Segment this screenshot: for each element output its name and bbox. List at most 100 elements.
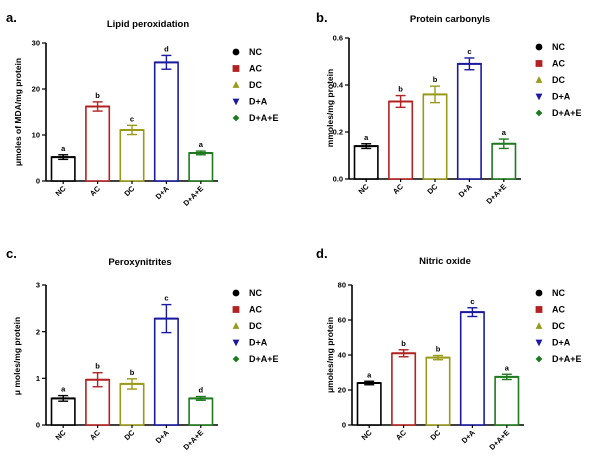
x-tick-label: D+A+E <box>181 428 205 452</box>
legend-label: AC <box>249 305 262 315</box>
chart-panel-2: b. Protein carbonyls mmoles/mg protein 0.0 0… <box>316 10 582 206</box>
bar-NC <box>356 382 382 426</box>
legend-marker-D+A <box>232 98 240 106</box>
legend-label: NC <box>552 42 565 52</box>
legend-marker-DC <box>232 81 240 88</box>
significance-label: a <box>61 385 66 394</box>
legend-marker-D+A+E <box>232 114 240 122</box>
bar-NC <box>353 145 379 180</box>
legend-marker-NC <box>535 289 543 297</box>
significance-label: c <box>470 297 474 306</box>
bar-DC <box>119 129 145 182</box>
y-tick-label: 20 <box>338 386 346 395</box>
bar-NC <box>50 156 76 182</box>
significance-label: b <box>130 368 135 377</box>
bar-NC <box>50 397 76 426</box>
x-tick-label: DC <box>428 428 442 442</box>
legend-marker-DC <box>535 76 543 83</box>
significance-label: b <box>436 345 441 354</box>
x-tick-label: D+A+E <box>484 182 508 206</box>
bar-D+A+E <box>494 376 520 426</box>
y-tick-label: 2 <box>36 327 40 336</box>
significance-label: a <box>367 370 372 379</box>
legend-label: NC <box>249 288 262 298</box>
x-tick-label: DC <box>122 428 136 442</box>
y-axis-label: mmoles/mg protein <box>325 69 335 147</box>
chart-panel-4: d. Nitric oxide μmoles/mg protein 0 20 40 60 80… <box>316 246 582 452</box>
chart-title: Lipid peroxidation <box>107 19 190 30</box>
bar-DC <box>422 93 448 180</box>
chart-panel-1: a. Lipid peroxidation μmoles of MDA/mg pro… <box>6 10 279 208</box>
significance-label: d <box>199 386 204 395</box>
legend-label: D+A <box>552 92 571 102</box>
y-tick-label: 1 <box>36 374 40 383</box>
significance-label: b <box>95 91 100 100</box>
y-tick-label: 30 <box>32 39 40 48</box>
legend-label: D+A <box>249 338 268 348</box>
chart-title: Protein carbonyls <box>410 14 490 25</box>
legend-label: AC <box>249 64 262 74</box>
legend-marker-D+A <box>535 339 543 347</box>
y-tick-label: 0.0 <box>333 175 343 184</box>
panel-letter: c. <box>6 246 17 261</box>
y-tick-label: 40 <box>338 351 346 360</box>
legend-marker-D+A+E <box>232 355 240 363</box>
legend-label: AC <box>552 59 565 69</box>
y-axis-label: μmoles of MDA/mg protein <box>13 58 23 166</box>
legend-marker-NC <box>232 48 240 56</box>
x-tick-label: D+A <box>457 182 475 200</box>
legend-marker-NC <box>232 289 240 297</box>
legend-marker-D+A+E <box>535 109 543 117</box>
y-tick-label: 0.6 <box>333 34 343 43</box>
x-tick-label: D+A+E <box>181 184 205 208</box>
significance-label: c <box>467 47 471 56</box>
panel-letter: d. <box>316 246 328 261</box>
legend-marker-AC <box>232 306 240 313</box>
legend-marker-NC <box>535 43 543 51</box>
panel-letter: a. <box>6 10 17 25</box>
legend-label: D+A+E <box>249 113 279 123</box>
chart-title: Nitric oxide <box>419 256 471 267</box>
legend-label: D+A+E <box>249 354 279 364</box>
legend-label: D+A <box>552 338 571 348</box>
significance-label: a <box>502 128 507 137</box>
significance-label: b <box>401 339 406 348</box>
bar-D+A <box>153 61 179 182</box>
bar-D+A <box>456 63 482 180</box>
bar-D+A <box>153 317 179 426</box>
legend-label: DC <box>249 80 262 90</box>
legend-marker-D+A <box>535 93 543 101</box>
y-tick-label: 0.2 <box>333 128 343 137</box>
bar-AC <box>391 352 417 426</box>
bar-D+A+E <box>188 152 214 182</box>
x-tick-label: DC <box>425 182 439 196</box>
significance-label: a <box>364 133 369 142</box>
significance-label: b <box>398 85 403 94</box>
x-tick-label: NC <box>360 428 374 442</box>
legend-marker-D+A+E <box>535 355 543 363</box>
panel-letter: b. <box>316 10 328 25</box>
x-tick-label: NC <box>357 182 371 196</box>
legend-marker-DC <box>535 322 543 329</box>
legend-label: D+A+E <box>552 354 582 364</box>
legend-marker-AC <box>232 65 240 72</box>
legend-marker-AC <box>535 60 543 67</box>
y-axis-label: μ moles/mg protein <box>12 317 22 395</box>
x-tick-label: DC <box>122 184 136 198</box>
x-tick-label: D+A <box>154 428 172 446</box>
y-tick-label: 60 <box>338 316 346 325</box>
bar-D+A <box>459 311 485 426</box>
legend-marker-D+A <box>232 339 240 347</box>
legend-marker-AC <box>535 306 543 313</box>
significance-label: b <box>433 75 438 84</box>
x-tick-label: AC <box>88 184 102 198</box>
x-tick-label: D+A <box>154 184 172 202</box>
y-tick-label: 0 <box>36 177 40 186</box>
y-tick-label: 0 <box>342 421 346 430</box>
bar-AC <box>85 105 111 182</box>
y-tick-label: 0.4 <box>333 81 344 90</box>
legend-label: AC <box>552 305 565 315</box>
x-tick-label: NC <box>54 428 68 442</box>
x-tick-label: NC <box>54 184 68 198</box>
x-tick-label: D+A <box>460 428 478 446</box>
